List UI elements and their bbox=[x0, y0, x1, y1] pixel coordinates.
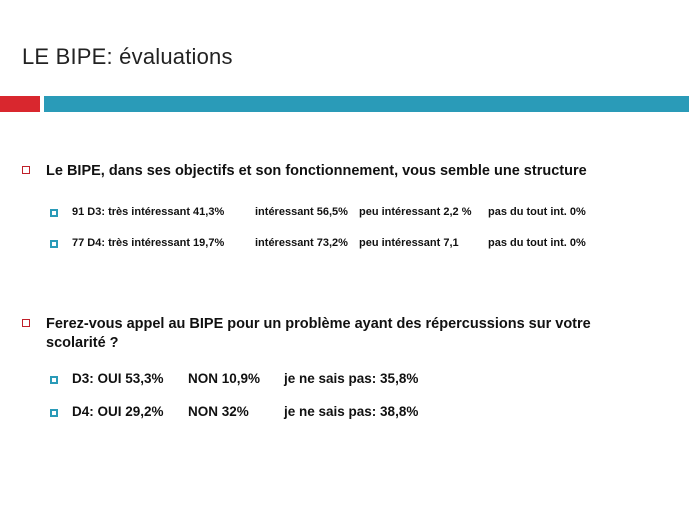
header-accent-blue bbox=[44, 96, 689, 112]
q1-row-group: 91 D3: très intéressant 41,3% bbox=[72, 206, 225, 218]
header-accent-red bbox=[0, 96, 40, 112]
q2-row-nsp: je ne sais pas: 35,8% bbox=[284, 371, 419, 386]
question-2-line-2: scolarité ? bbox=[46, 335, 119, 351]
question-2-line-1: Ferez-vous appel au BIPE pour un problèm… bbox=[46, 316, 591, 332]
sub-bullet-icon bbox=[50, 409, 58, 417]
q2-row-non: NON 32% bbox=[188, 404, 249, 419]
q1-row-peu: peu intéressant 7,1 bbox=[359, 237, 459, 249]
q2-row-nsp: je ne sais pas: 38,8% bbox=[284, 404, 419, 419]
sub-bullet-icon bbox=[50, 240, 58, 248]
q1-row-pas: pas du tout int. 0% bbox=[488, 237, 586, 249]
question-1-text: Le BIPE, dans ses objectifs et son fonct… bbox=[46, 163, 587, 179]
q1-row-pas: pas du tout int. 0% bbox=[488, 206, 586, 218]
q1-row-interessant: intéressant 73,2% bbox=[255, 237, 348, 249]
slide-title: LE BIPE: évaluations bbox=[22, 44, 233, 69]
square-bullet-icon bbox=[22, 166, 30, 174]
sub-bullet-icon bbox=[50, 209, 58, 217]
q1-row-group: 77 D4: très intéressant 19,7% bbox=[72, 237, 225, 249]
q2-row-oui: D4: OUI 29,2% bbox=[72, 404, 164, 419]
square-bullet-icon bbox=[22, 319, 30, 327]
sub-bullet-icon bbox=[50, 376, 58, 384]
q1-row-peu: peu intéressant 2,2 % bbox=[359, 206, 472, 218]
q1-row-interessant: intéressant 56,5% bbox=[255, 206, 348, 218]
q2-row-non: NON 10,9% bbox=[188, 371, 261, 386]
q2-row-oui: D3: OUI 53,3% bbox=[72, 371, 164, 386]
